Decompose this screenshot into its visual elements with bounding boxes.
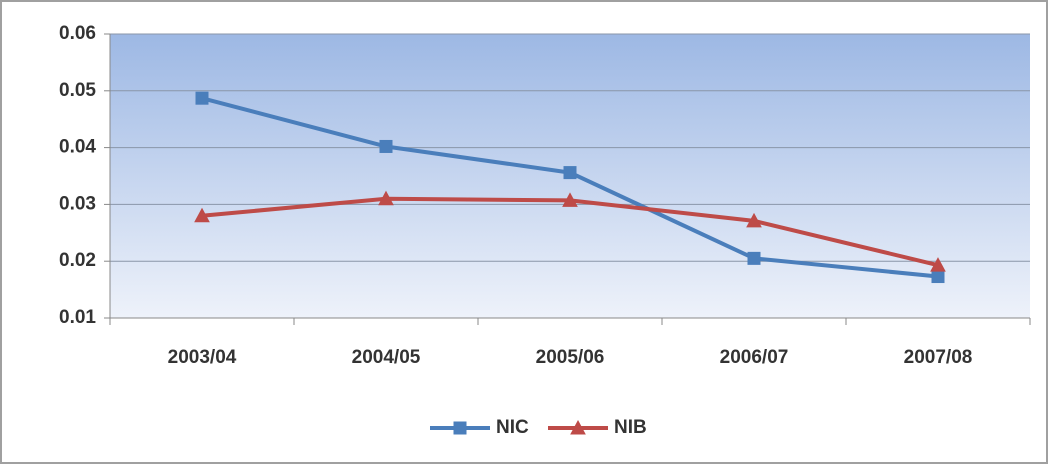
data-point: [931, 270, 945, 284]
legend-marker: [570, 419, 586, 435]
y-tick-label: 0.01: [59, 307, 96, 328]
data-point: [195, 91, 209, 105]
data-point: [746, 212, 762, 228]
y-tick-label: 0.04: [59, 137, 96, 158]
y-tick-label: 0.06: [59, 23, 96, 44]
data-point: [747, 251, 761, 265]
x-tick-label: 2006/07: [720, 347, 789, 368]
x-tick-label: 2007/08: [904, 347, 973, 368]
x-tick-label: 2003/04: [168, 347, 237, 368]
data-point: [194, 207, 210, 223]
legend-label: NIB: [614, 417, 647, 438]
x-tick-label: 2004/05: [352, 347, 421, 368]
y-tick-label: 0.05: [59, 80, 96, 101]
data-point: [562, 192, 578, 207]
x-tick-label: 2005/06: [536, 347, 605, 368]
data-point: [379, 139, 393, 153]
y-tick-label: 0.03: [59, 193, 96, 214]
data-point: [378, 190, 394, 206]
data-point: [563, 166, 577, 180]
legend-label: NIC: [496, 417, 529, 438]
data-point: [930, 257, 946, 272]
legend-marker: [453, 421, 467, 435]
y-tick-label: 0.02: [59, 250, 96, 271]
